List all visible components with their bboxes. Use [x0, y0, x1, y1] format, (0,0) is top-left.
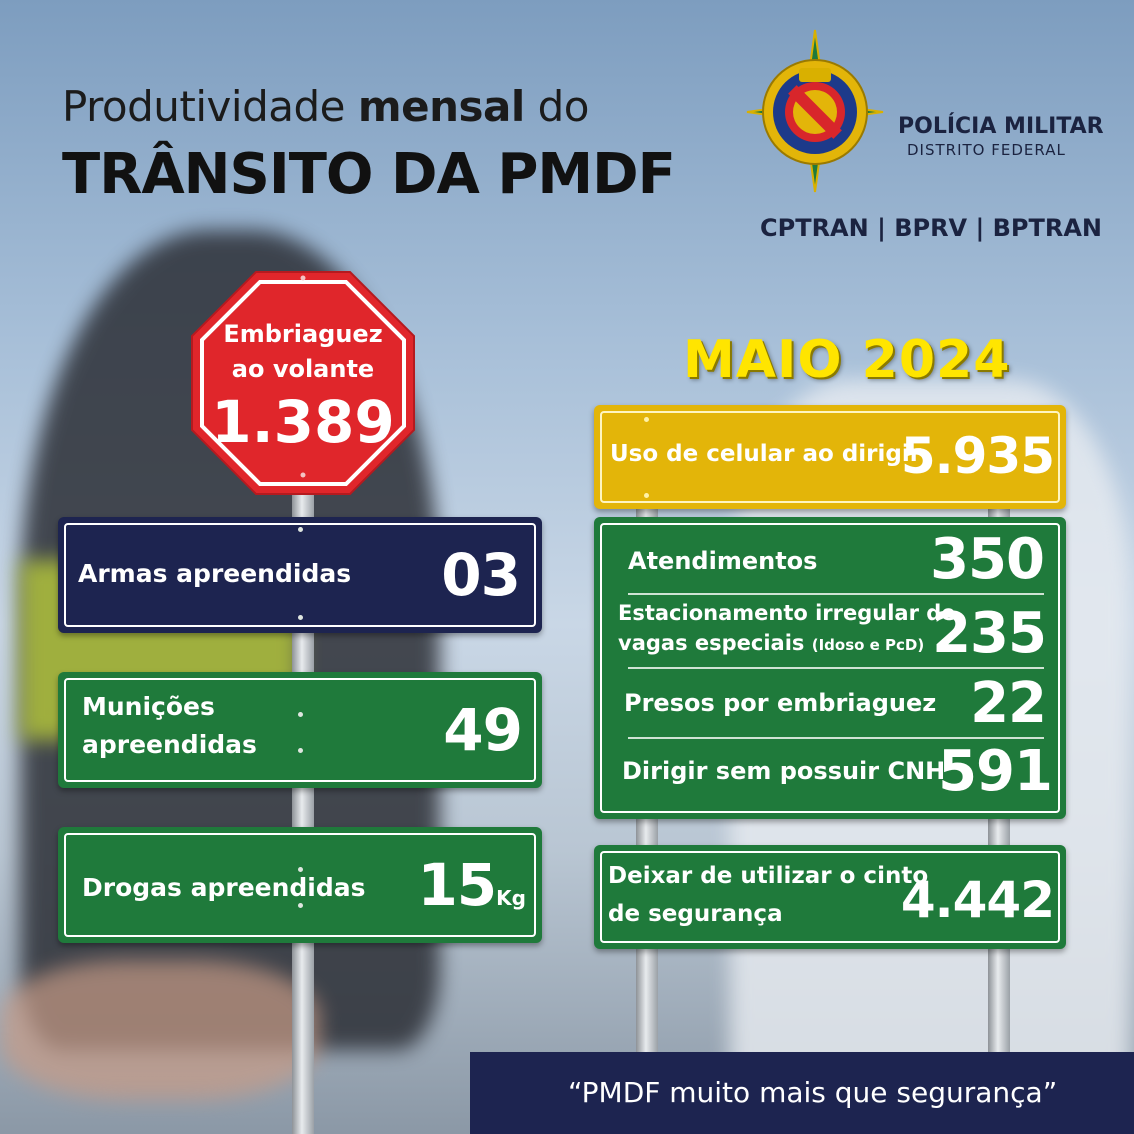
- stop-sign-label-line1: Embriaguez: [223, 320, 383, 348]
- page-title-line1: Produtividade mensal do: [62, 82, 589, 131]
- sign-estacionamento-note: (Idoso e PcD): [811, 636, 925, 654]
- sign-municoes-value: 49: [443, 696, 523, 764]
- sign-cinto-label-line1: Deixar de utilizar o cinto: [608, 863, 929, 889]
- sign-estacionamento-label-line2: vagas especiais: [618, 631, 805, 655]
- sign-bolt: [298, 615, 303, 620]
- sign-bolt: [298, 527, 303, 532]
- sign-border: [600, 411, 1060, 503]
- row-divider: [628, 667, 1044, 669]
- period-title: MAIO 2024: [683, 330, 1011, 390]
- sign-border: [64, 523, 536, 627]
- sign-municoes-label-line1: Munições: [82, 692, 215, 721]
- left-sign-pole: [292, 480, 314, 1134]
- sign-bolt: [298, 748, 303, 753]
- sign-celular-label: Uso de celular ao dirigir: [610, 441, 922, 467]
- sign-estacionamento-label-line2-group: vagas especiais (Idoso e PcD): [618, 631, 924, 655]
- sign-bolt: [298, 903, 303, 908]
- bg-hands-shape: [0, 960, 320, 1100]
- sign-drogas-label: Drogas apreendidas: [82, 873, 366, 902]
- stop-sign-value: 1.389: [211, 388, 395, 456]
- row-divider: [628, 737, 1044, 739]
- sign-drogas-unit: Kg: [496, 886, 526, 910]
- sign-presos-label: Presos por embriaguez: [624, 689, 937, 717]
- sign-celular: Uso de celular ao dirigir 5.935: [594, 405, 1066, 509]
- sign-border: [600, 851, 1060, 943]
- sign-border: [600, 523, 1060, 813]
- sign-estacionamento-value: 235: [932, 601, 1047, 666]
- sign-bolt: [644, 493, 649, 498]
- sign-cinto-value: 4.442: [900, 871, 1055, 929]
- sign-drogas-value-group: 15Kg: [417, 851, 526, 919]
- sign-armas-label: Armas apreendidas: [78, 559, 352, 588]
- sign-estacionamento-label-line1: Estacionamento irregular de: [618, 601, 956, 625]
- sign-drogas: Drogas apreendidas 15Kg: [58, 827, 542, 943]
- sign-municoes: Munições apreendidas 49: [58, 672, 542, 788]
- sign-bolt: [298, 712, 303, 717]
- sign-armas: Armas apreendidas 03: [58, 517, 542, 633]
- sign-cinto-label-line2: de segurança: [608, 901, 783, 927]
- org-units: CPTRAN | BPRV | BPTRAN: [760, 214, 1102, 242]
- footer-slogan: “PMDF muito mais que segurança”: [568, 1076, 1058, 1109]
- sign-cnh-label: Dirigir sem possuir CNH: [622, 757, 946, 785]
- sign-border: [64, 833, 536, 937]
- pmdf-crest-icon: [746, 29, 884, 193]
- sign-armas-value: 03: [441, 541, 521, 609]
- sign-bolt: [298, 867, 303, 872]
- sign-drogas-value: 15: [417, 851, 497, 919]
- stop-sign-label-line2: ao volante: [231, 355, 375, 383]
- org-subname: DISTRITO FEDERAL: [907, 141, 1066, 159]
- sign-celular-value: 5.935: [900, 427, 1055, 485]
- org-name: POLÍCIA MILITAR: [898, 114, 1104, 139]
- row-divider: [628, 593, 1044, 595]
- sign-border: [64, 678, 536, 782]
- sign-presos-value: 22: [970, 671, 1047, 736]
- sign-atendimentos-label: Atendimentos: [628, 547, 818, 575]
- footer-bar: [470, 1052, 1134, 1134]
- sign-cnh-value: 591: [938, 739, 1053, 804]
- sign-fiscalizacao: Atendimentos 350 Estacionamento irregula…: [594, 517, 1066, 819]
- sign-municoes-label-line2: apreendidas: [82, 730, 257, 759]
- sign-bolt: [644, 417, 649, 422]
- stop-sign-icon: [191, 271, 415, 495]
- page-title-line2: TRÂNSITO DA PMDF: [62, 142, 676, 207]
- sign-atendimentos-value: 350: [930, 527, 1045, 592]
- sign-cinto: Deixar de utilizar o cinto de segurança …: [594, 845, 1066, 949]
